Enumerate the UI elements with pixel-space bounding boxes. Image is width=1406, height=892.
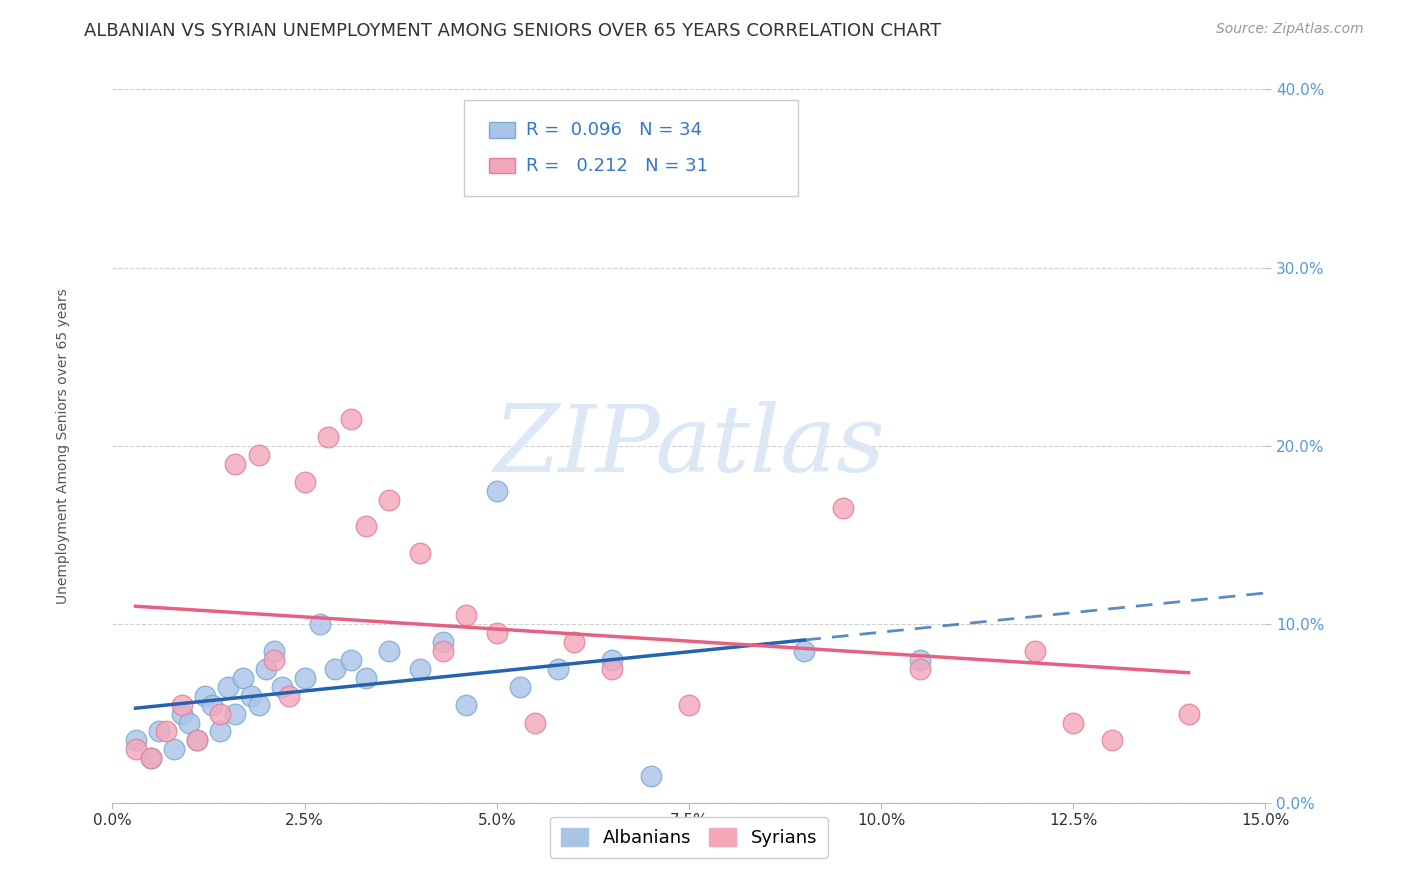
Point: [509, 680, 531, 694]
Text: Source: ZipAtlas.com: Source: ZipAtlas.com: [1216, 22, 1364, 37]
Point: [640, 769, 662, 783]
Point: [485, 626, 508, 640]
Point: [354, 519, 377, 533]
Point: [263, 653, 285, 667]
Point: [547, 662, 569, 676]
Point: [155, 724, 177, 739]
Point: [239, 689, 262, 703]
Point: [247, 698, 270, 712]
Point: [339, 412, 361, 426]
Point: [1101, 733, 1123, 747]
Point: [524, 715, 547, 730]
Point: [1177, 706, 1199, 721]
Point: [194, 689, 217, 703]
FancyBboxPatch shape: [464, 100, 799, 196]
FancyBboxPatch shape: [489, 158, 515, 173]
Point: [831, 501, 853, 516]
Point: [186, 733, 208, 747]
FancyBboxPatch shape: [489, 122, 515, 137]
Point: [432, 635, 454, 649]
Legend: Albanians, Syrians: Albanians, Syrians: [550, 817, 828, 858]
Point: [186, 733, 208, 747]
Point: [409, 546, 432, 560]
Point: [224, 706, 246, 721]
Point: [378, 492, 401, 507]
Point: [454, 608, 477, 623]
Point: [1062, 715, 1084, 730]
Point: [908, 662, 931, 676]
Point: [600, 662, 623, 676]
Point: [139, 751, 162, 765]
Point: [325, 662, 347, 676]
Point: [263, 644, 285, 658]
Point: [309, 617, 332, 632]
Point: [339, 653, 361, 667]
Point: [232, 671, 254, 685]
Point: [124, 742, 146, 756]
Point: [139, 751, 162, 765]
Point: [201, 698, 224, 712]
Point: [294, 671, 316, 685]
Point: [908, 653, 931, 667]
Point: [485, 483, 508, 498]
Point: [179, 715, 201, 730]
Text: ZIPatlas: ZIPatlas: [494, 401, 884, 491]
Point: [600, 653, 623, 667]
Point: [294, 475, 316, 489]
Point: [217, 680, 239, 694]
Point: [224, 457, 246, 471]
Point: [316, 430, 339, 444]
Point: [454, 698, 477, 712]
Text: ALBANIAN VS SYRIAN UNEMPLOYMENT AMONG SENIORS OVER 65 YEARS CORRELATION CHART: ALBANIAN VS SYRIAN UNEMPLOYMENT AMONG SE…: [84, 22, 942, 40]
Point: [354, 671, 377, 685]
Point: [432, 644, 454, 658]
Point: [209, 706, 232, 721]
Point: [209, 724, 232, 739]
Text: Unemployment Among Seniors over 65 years: Unemployment Among Seniors over 65 years: [56, 288, 70, 604]
Point: [124, 733, 146, 747]
Point: [278, 689, 301, 703]
Point: [793, 644, 815, 658]
Point: [247, 448, 270, 462]
Point: [378, 644, 401, 658]
Point: [562, 635, 585, 649]
Point: [170, 706, 193, 721]
Point: [1024, 644, 1046, 658]
Point: [270, 680, 292, 694]
Point: [148, 724, 170, 739]
Point: [163, 742, 186, 756]
Point: [409, 662, 432, 676]
Text: R =   0.212   N = 31: R = 0.212 N = 31: [526, 157, 709, 175]
Point: [678, 698, 700, 712]
Text: R =  0.096   N = 34: R = 0.096 N = 34: [526, 121, 703, 139]
Point: [170, 698, 193, 712]
Point: [254, 662, 277, 676]
